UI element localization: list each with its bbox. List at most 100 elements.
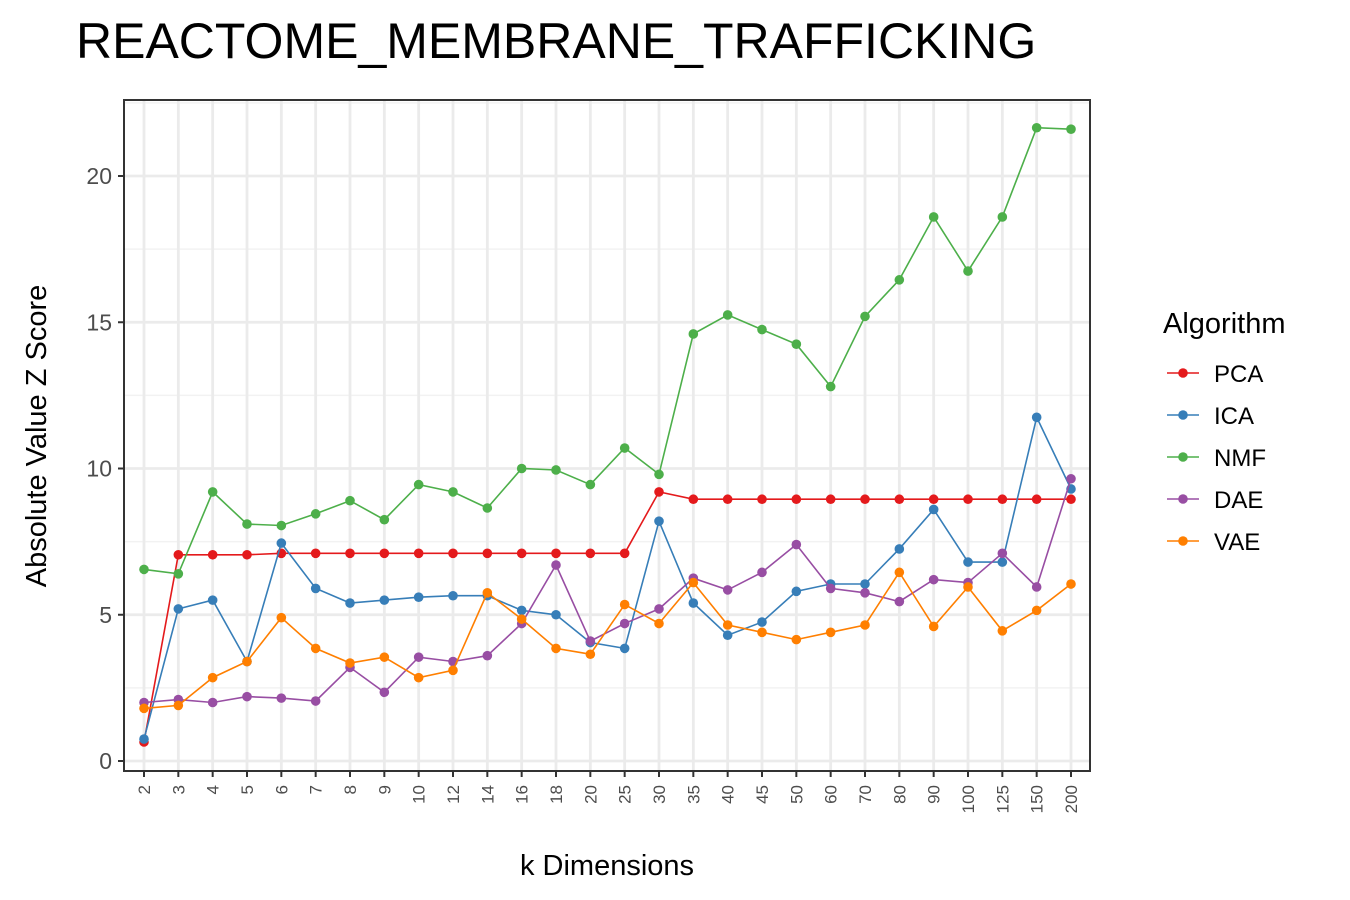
data-point — [1066, 473, 1076, 484]
data-point — [585, 548, 596, 559]
x-tick-label: 7 — [307, 785, 326, 794]
data-point — [1031, 582, 1042, 592]
data-point — [860, 579, 870, 589]
data-point — [345, 495, 355, 506]
data-point — [379, 595, 390, 605]
data-point — [413, 672, 424, 683]
data-point — [173, 700, 184, 711]
x-tick-label: 30 — [650, 785, 669, 804]
data-point — [242, 691, 252, 702]
data-point — [688, 329, 699, 339]
data-point — [963, 494, 973, 505]
x-tick-label: 12 — [444, 785, 463, 804]
data-point — [997, 557, 1008, 567]
x-tick-label: 9 — [375, 785, 394, 794]
x-tick-label: 6 — [272, 785, 291, 794]
data-point — [276, 520, 287, 531]
data-point — [722, 630, 733, 641]
data-point — [928, 212, 939, 222]
data-point — [894, 544, 905, 554]
data-point — [207, 672, 218, 683]
data-point — [791, 339, 802, 349]
data-point — [997, 494, 1008, 505]
data-point — [654, 604, 664, 614]
x-tick-label: 50 — [787, 785, 806, 804]
legend: Algorithm PCA ICA NMF DAE VAE — [1163, 308, 1286, 556]
data-point — [825, 583, 836, 594]
data-point — [345, 658, 355, 668]
data-point — [413, 479, 424, 490]
data-point — [722, 585, 733, 595]
series-pca — [139, 487, 1076, 747]
data-series — [139, 122, 1076, 747]
data-point — [997, 626, 1008, 636]
data-point — [551, 609, 561, 620]
plot-panel-border — [123, 99, 1091, 772]
legend-title: Algorithm — [1163, 308, 1286, 340]
data-point — [448, 590, 458, 601]
y-tick-label: 0 — [99, 748, 112, 774]
data-point — [276, 612, 287, 623]
data-point — [1066, 579, 1076, 589]
x-tick-label: 70 — [856, 785, 875, 804]
series-nmf — [139, 122, 1076, 579]
data-point — [207, 595, 218, 605]
x-tick-label: 35 — [684, 785, 703, 804]
y-tick-label: 10 — [86, 456, 112, 482]
data-point — [516, 463, 527, 474]
data-point — [585, 636, 596, 646]
data-point — [242, 549, 252, 560]
data-point — [997, 548, 1008, 559]
series-line — [143, 478, 1072, 704]
data-point — [207, 549, 218, 560]
data-point — [757, 567, 767, 578]
data-point — [757, 494, 767, 505]
legend-label: DAE — [1214, 487, 1263, 514]
data-point — [345, 548, 355, 559]
data-point — [894, 596, 905, 607]
legend-key-point — [1178, 410, 1188, 420]
data-point — [894, 494, 905, 505]
series-line — [143, 570, 1072, 710]
x-tick-label: 10 — [410, 785, 429, 804]
data-point — [963, 266, 973, 276]
x-tick-label: 125 — [993, 785, 1012, 813]
legend-key-point — [1178, 452, 1188, 462]
data-point — [860, 494, 870, 505]
data-point — [860, 311, 870, 322]
legend-item-dae: DAE — [1167, 487, 1263, 514]
data-point — [860, 588, 870, 598]
data-point — [894, 567, 905, 578]
data-point — [482, 503, 493, 513]
data-point — [310, 509, 321, 519]
grid-lines — [124, 100, 1090, 771]
data-point — [242, 656, 252, 667]
data-point — [173, 604, 184, 614]
data-point — [310, 643, 321, 654]
data-point — [379, 652, 390, 662]
legend-item-ica: ICA — [1167, 403, 1254, 430]
x-tick-label: 90 — [925, 785, 944, 804]
data-point — [516, 614, 527, 624]
data-point — [242, 519, 252, 529]
legend-key-point — [1178, 494, 1188, 504]
x-tick-label: 3 — [169, 785, 188, 794]
x-tick-label: 20 — [581, 785, 600, 804]
data-point — [825, 381, 836, 392]
data-point — [310, 548, 321, 559]
x-tick-label: 25 — [616, 785, 635, 804]
data-point — [997, 212, 1008, 222]
legend-item-vae: VAE — [1167, 529, 1260, 556]
data-point — [928, 494, 939, 505]
data-point — [448, 487, 458, 497]
data-point — [413, 548, 424, 559]
data-point — [551, 465, 561, 475]
data-point — [139, 564, 149, 575]
data-point — [1031, 605, 1042, 616]
data-point — [516, 548, 527, 559]
data-point — [688, 494, 699, 505]
data-point — [825, 494, 836, 505]
chart-title: REACTOME_MEMBRANE_TRAFFICKING — [76, 13, 1037, 69]
data-point — [688, 577, 699, 588]
data-point — [585, 649, 596, 660]
